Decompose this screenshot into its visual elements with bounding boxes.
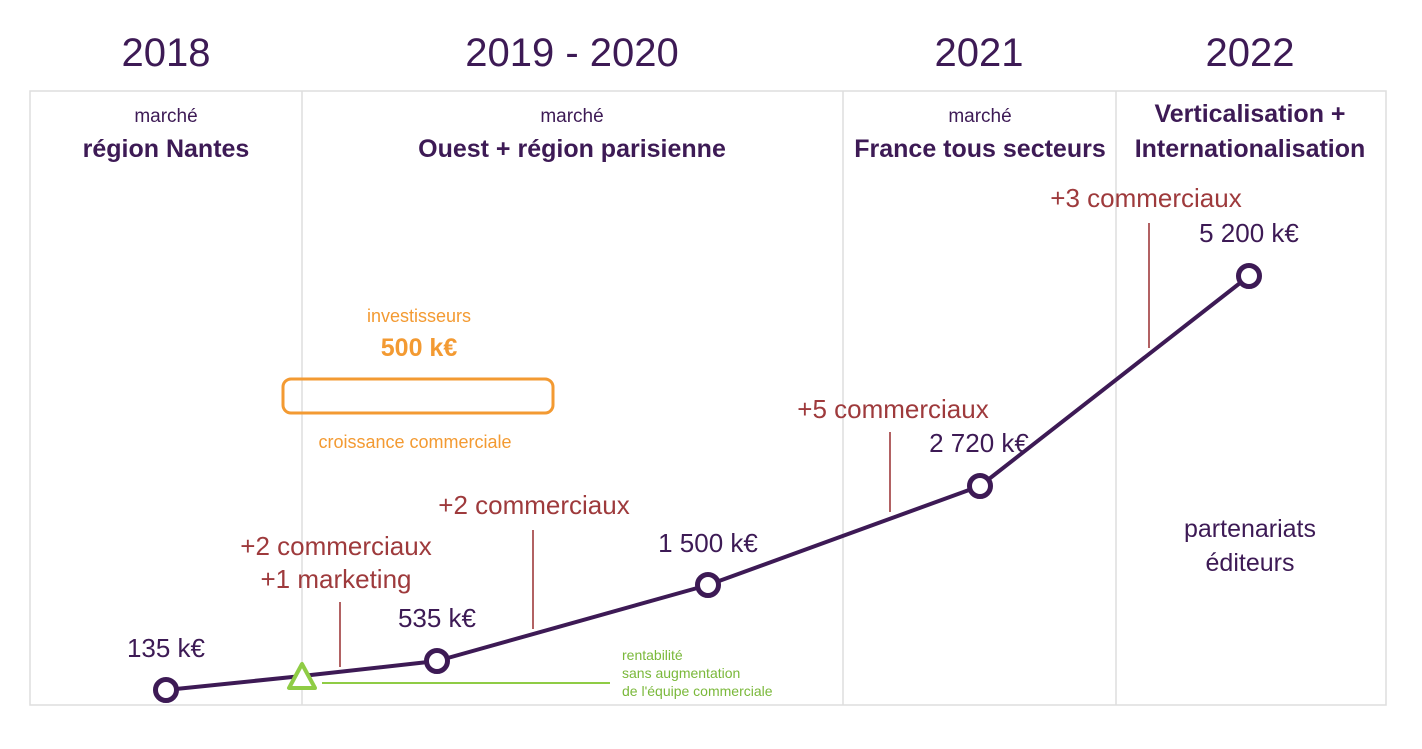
year-heading-2018: 2018: [122, 31, 211, 75]
profitability-note: rentabilité: [622, 647, 683, 663]
profitability-note: de l'équipe commerciale: [622, 683, 773, 699]
market-small-label: marché: [540, 106, 603, 127]
market-title: Internationalisation: [1135, 135, 1366, 163]
market-title: Verticalisation +: [1154, 100, 1345, 128]
revenue-point: [153, 677, 179, 703]
revenue-label: 2 720 k€: [929, 428, 1029, 458]
revenue-point: [1236, 263, 1262, 289]
profitability-note: sans augmentation: [622, 665, 740, 681]
investors-amount: 500 k€: [381, 334, 458, 362]
revenue-label: 135 k€: [127, 633, 206, 663]
investors-box: [281, 377, 555, 415]
timeline-frame: [29, 90, 1387, 706]
revenue-label: 5 200 k€: [1199, 218, 1299, 248]
market-title: France tous secteurs: [854, 135, 1106, 163]
revenue-label: 1 500 k€: [658, 528, 758, 558]
investors-title: investisseurs: [367, 306, 471, 326]
year-heading-2022: 2022: [1206, 31, 1295, 75]
hires-label: +5 commerciaux: [797, 394, 988, 424]
hires-label: +1 marketing: [260, 564, 411, 594]
revenue-point: [424, 648, 450, 674]
revenue-point: [695, 572, 721, 598]
year-heading-2019-2020: 2019 - 2020: [465, 31, 679, 75]
revenue-label: 535 k€: [398, 603, 477, 633]
revenue-curve: [165, 274, 1251, 692]
market-small-label: marché: [134, 106, 197, 127]
market-title: Ouest + région parisienne: [418, 135, 726, 163]
partners-label: éditeurs: [1206, 549, 1295, 577]
market-small-label: marché: [948, 106, 1011, 127]
market-title: région Nantes: [83, 135, 250, 163]
partners-label: partenariats: [1184, 515, 1316, 543]
year-heading-2021: 2021: [935, 31, 1024, 75]
hires-label: +3 commerciaux: [1050, 183, 1241, 213]
revenue-point: [967, 473, 993, 499]
investors-caption: croissance commerciale: [318, 432, 511, 452]
hires-label: +2 commerciaux: [240, 531, 431, 561]
profitability-triangle: [287, 662, 317, 690]
hires-label: +2 commerciaux: [438, 490, 629, 520]
